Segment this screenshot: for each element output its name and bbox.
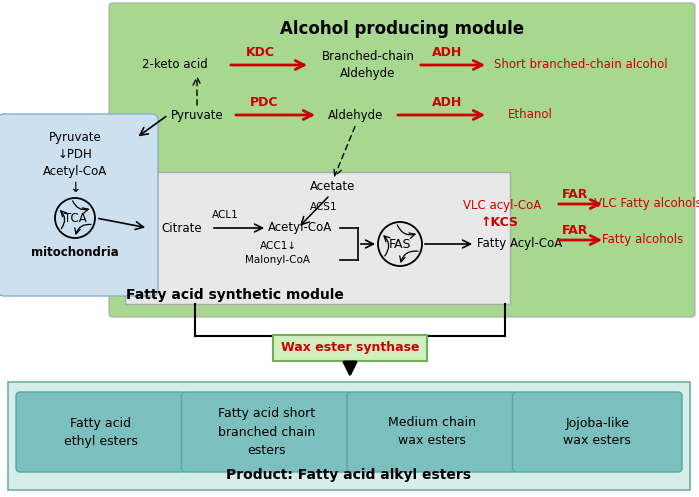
Text: Fatty acid
ethyl esters: Fatty acid ethyl esters	[64, 416, 138, 447]
Text: Aldehyde: Aldehyde	[329, 108, 384, 121]
Text: Acetate: Acetate	[310, 179, 356, 192]
FancyBboxPatch shape	[16, 392, 185, 472]
Text: ↓PDH: ↓PDH	[57, 149, 92, 162]
Text: Fatty Acyl-CoA: Fatty Acyl-CoA	[477, 238, 563, 250]
Text: ACS1: ACS1	[310, 202, 338, 212]
Text: Ethanol: Ethanol	[507, 108, 552, 121]
Text: Medium chain
wax esters: Medium chain wax esters	[388, 416, 476, 447]
Text: Citrate: Citrate	[161, 222, 202, 235]
Text: ADH: ADH	[432, 96, 462, 109]
Text: Fatty alcohols: Fatty alcohols	[603, 234, 684, 247]
FancyBboxPatch shape	[182, 392, 351, 472]
Text: 2-keto acid: 2-keto acid	[142, 59, 208, 72]
Text: Fatty acid synthetic module: Fatty acid synthetic module	[126, 288, 344, 302]
Text: Acetyl-CoA: Acetyl-CoA	[268, 222, 332, 235]
Text: FAR: FAR	[562, 224, 588, 237]
Text: FAR: FAR	[562, 188, 588, 201]
Text: Malonyl-CoA: Malonyl-CoA	[245, 255, 310, 265]
FancyBboxPatch shape	[109, 3, 695, 317]
Text: ACL1: ACL1	[212, 210, 238, 220]
Text: ACC1↓: ACC1↓	[259, 241, 296, 251]
FancyBboxPatch shape	[512, 392, 682, 472]
Text: Short branched-chain alcohol: Short branched-chain alcohol	[494, 59, 668, 72]
Text: mitochondria: mitochondria	[31, 246, 119, 258]
Text: TCA: TCA	[64, 212, 87, 225]
Text: Acetyl-CoA: Acetyl-CoA	[43, 166, 107, 178]
Text: Fatty acid short
branched chain
esters: Fatty acid short branched chain esters	[217, 408, 315, 457]
Text: VLC acyl-CoA: VLC acyl-CoA	[463, 198, 541, 212]
FancyBboxPatch shape	[0, 114, 158, 296]
Text: Wax ester synthase: Wax ester synthase	[281, 341, 419, 354]
Text: VLC Fatty alcohols: VLC Fatty alcohols	[594, 197, 699, 211]
FancyBboxPatch shape	[125, 172, 510, 304]
Text: Branched-chain
Aldehyde: Branched-chain Aldehyde	[322, 51, 415, 80]
Text: KDC: KDC	[245, 47, 275, 60]
Text: Product: Fatty acid alkyl esters: Product: Fatty acid alkyl esters	[226, 468, 472, 482]
FancyBboxPatch shape	[347, 392, 517, 472]
Text: FAS: FAS	[389, 238, 411, 250]
Text: Pyruvate: Pyruvate	[171, 108, 224, 121]
Text: Jojoba-like
wax esters: Jojoba-like wax esters	[563, 416, 631, 447]
Text: Pyruvate: Pyruvate	[49, 132, 101, 145]
Text: ↑KCS: ↑KCS	[481, 216, 519, 229]
Text: Alcohol producing module: Alcohol producing module	[280, 20, 524, 38]
Text: ↓: ↓	[69, 181, 81, 195]
Text: PDC: PDC	[250, 96, 278, 109]
FancyBboxPatch shape	[273, 335, 427, 361]
Text: ADH: ADH	[432, 47, 462, 60]
FancyBboxPatch shape	[8, 382, 690, 490]
